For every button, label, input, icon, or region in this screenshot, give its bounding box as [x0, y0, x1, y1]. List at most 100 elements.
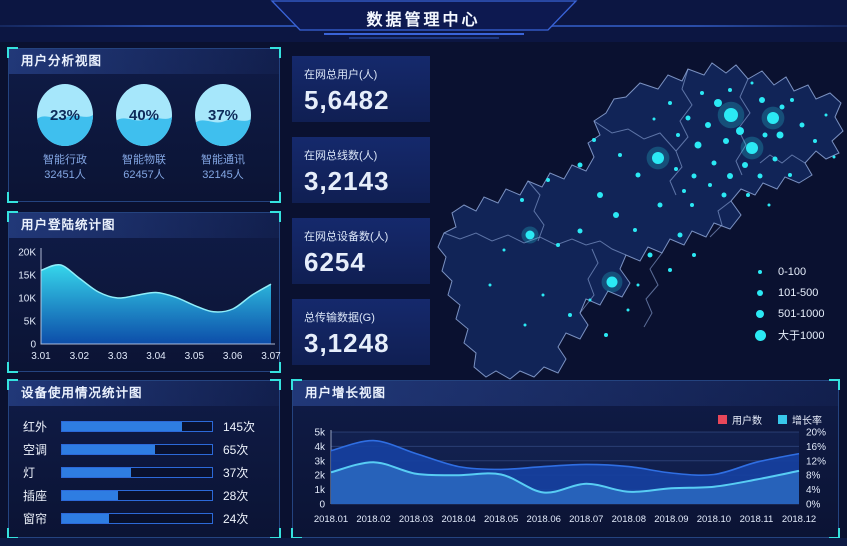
map-bubble[interactable] — [520, 198, 524, 202]
device-bar-track[interactable] — [61, 443, 213, 455]
map-bubble[interactable] — [736, 127, 744, 135]
map-bubble[interactable] — [832, 155, 836, 159]
map-bubble[interactable] — [694, 141, 702, 149]
panel-device-usage: 设备使用情况统计图 红外 145次 空调 65次灯 37次 插座 28次 窗帘 24次 — [7, 379, 281, 539]
map-bubble[interactable] — [690, 203, 694, 207]
bubble-map[interactable] — [430, 45, 847, 380]
gauge-liquid-circle[interactable]: 37% — [195, 84, 251, 146]
map-bubble[interactable] — [779, 104, 785, 110]
svg-text:2018.02: 2018.02 — [356, 514, 390, 525]
map-bubble[interactable] — [727, 173, 733, 179]
svg-text:10K: 10K — [18, 294, 36, 305]
map-bubble[interactable] — [652, 117, 656, 121]
map-bubble[interactable] — [708, 183, 712, 187]
map-bubble[interactable] — [668, 268, 672, 272]
map-bubble[interactable] — [568, 313, 572, 317]
map-bubble[interactable] — [525, 230, 535, 240]
legend-dot-icon — [756, 310, 764, 318]
map-bubble[interactable] — [762, 132, 768, 138]
map-bubble[interactable] — [635, 172, 641, 178]
map-bubble[interactable] — [685, 115, 691, 121]
stat-card-3[interactable]: 在网总设备数(人) 6254 — [292, 218, 430, 284]
gauge-liquid-circle[interactable]: 23% — [37, 84, 93, 146]
map-bubble[interactable] — [597, 192, 603, 198]
map-bubble[interactable] — [633, 228, 637, 232]
map-bubble[interactable] — [541, 293, 545, 297]
map-bubble[interactable] — [588, 298, 592, 302]
map-bubble[interactable] — [767, 112, 779, 124]
svg-text:1k: 1k — [314, 485, 326, 496]
map-bubble[interactable] — [657, 202, 663, 208]
map-bubble[interactable] — [523, 323, 527, 327]
map-bubble[interactable] — [711, 160, 717, 166]
map-bubble[interactable] — [750, 81, 754, 85]
map-bubble[interactable] — [700, 91, 704, 95]
device-bar-track[interactable] — [61, 512, 213, 524]
growth-area-chart[interactable]: 0 0% 1k 4% 2k 8% 3k 12% 4k 16% 5k 20% 2018.01 2018.02… — [293, 426, 840, 538]
map-bubble[interactable] — [577, 162, 583, 168]
stat-value: 3,2143 — [304, 166, 390, 196]
gauge-liquid-circle[interactable]: 40% — [116, 84, 172, 146]
map-bubble[interactable] — [618, 153, 622, 157]
map-bubble[interactable] — [674, 167, 678, 171]
region-border — [669, 68, 693, 196]
map-bubble[interactable] — [556, 243, 560, 247]
map-bubble[interactable] — [577, 228, 583, 234]
map-bubble[interactable] — [592, 138, 596, 142]
map-bubble[interactable] — [647, 252, 653, 258]
map-bubble[interactable] — [790, 98, 794, 102]
map-bubble[interactable] — [502, 248, 506, 252]
map-bubble[interactable] — [626, 308, 630, 312]
svg-text:2018.03: 2018.03 — [399, 514, 433, 525]
device-bar-track[interactable] — [61, 489, 213, 501]
map-bubble[interactable] — [652, 152, 664, 164]
map-bubble[interactable] — [728, 88, 732, 92]
growth-legend-item[interactable]: 用户数 — [718, 412, 762, 427]
legend-label: 用户数 — [732, 416, 762, 427]
login-area-chart[interactable]: 0 5K 10K 15K 20K 3.01 3.02 3.03 3.04 3.05 3.06 3.07 — [9, 238, 281, 370]
map-bubble[interactable] — [767, 203, 771, 207]
map-bubble[interactable] — [691, 173, 697, 179]
stat-card-2[interactable]: 在网总线数(人) 3,2143 — [292, 137, 430, 203]
map-bubble[interactable] — [742, 162, 748, 168]
map-bubble[interactable] — [723, 138, 729, 144]
map-bubble[interactable] — [488, 283, 492, 287]
map-bubble[interactable] — [677, 232, 683, 238]
stat-card-4[interactable]: 总传输数据(G) 3,1248 — [292, 299, 430, 365]
map-bubble[interactable] — [705, 122, 711, 128]
map-bubble[interactable] — [676, 133, 680, 137]
growth-legend-item[interactable]: 增长率 — [778, 412, 822, 427]
map-bubble[interactable] — [772, 156, 778, 162]
map-bubble[interactable] — [668, 101, 672, 105]
device-label: 空调 — [23, 442, 48, 457]
map-bubble[interactable] — [546, 178, 550, 182]
map-bubble[interactable] — [714, 99, 722, 107]
stat-card-1[interactable]: 在网总用户(人) 5,6482 — [292, 56, 430, 122]
map-bubble[interactable] — [724, 108, 738, 122]
map-bubble[interactable] — [682, 189, 686, 193]
legend-label: 大于1000 — [778, 330, 825, 342]
device-bar-track[interactable] — [61, 466, 213, 478]
map-bubble[interactable] — [799, 122, 805, 128]
gauge-group: 23% 智能行政 32451人 40% 智能物联 62457人 37% 智能通讯 32145人 — [9, 74, 279, 183]
map-bubble[interactable] — [757, 173, 763, 179]
device-bar-row: 插座 28次 — [23, 488, 265, 503]
map-bubble[interactable] — [746, 193, 750, 197]
map-bubble[interactable] — [606, 276, 618, 288]
map-bubble[interactable] — [604, 333, 608, 337]
map-bubble[interactable] — [636, 283, 640, 287]
svg-text:2018.06: 2018.06 — [527, 514, 561, 525]
region-border — [527, 180, 545, 242]
map-bubble[interactable] — [746, 142, 758, 154]
gauge-count: 32145人 — [202, 169, 244, 181]
device-bar-fill — [62, 467, 131, 477]
map-bubble[interactable] — [824, 113, 828, 117]
map-bubble[interactable] — [613, 212, 619, 218]
map-bubble[interactable] — [721, 192, 727, 198]
map-bubble[interactable] — [692, 253, 696, 257]
device-bar-track[interactable] — [61, 420, 213, 432]
map-bubble[interactable] — [788, 173, 792, 177]
map-bubble[interactable] — [813, 139, 817, 143]
map-bubble[interactable] — [759, 97, 765, 103]
map-bubble[interactable] — [776, 131, 784, 139]
